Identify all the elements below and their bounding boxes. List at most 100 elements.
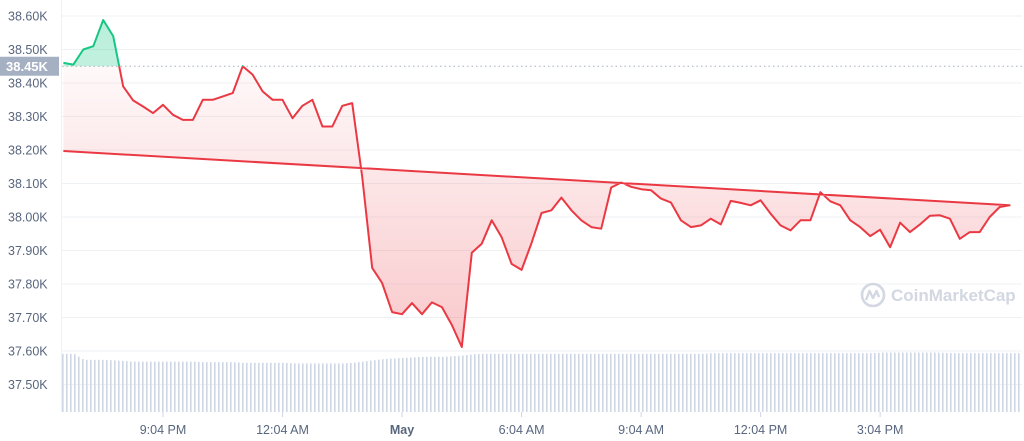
volume-bar [558,353,560,412]
volume-bar [626,353,628,412]
baseline-badge-label: 38.45K [6,59,49,74]
volume-bar [150,361,152,412]
volume-bar [178,361,180,412]
volume-bar [482,353,484,412]
volume-bar [286,363,288,412]
volume-bar [86,359,88,412]
volume-bar [686,353,688,412]
volume-bar [778,353,780,412]
volume-bar [102,359,104,412]
volume-bar [246,362,248,412]
volume-bar [502,353,504,412]
volume-bar [66,353,68,412]
volume-bar [250,362,252,412]
volume-bar [322,363,324,412]
volume-bar [158,361,160,412]
watermark-text: CoinMarketCap [891,286,1016,305]
x-axis-ticks: 9:04 PM 12:04 AM May 6:04 AM 9:04 AM 12:04 PM… [140,412,903,437]
volume-bar [82,359,84,412]
volume-bar [490,353,492,412]
volume-bar [318,363,320,412]
volume-bar [754,353,756,412]
volume-bar [226,362,228,412]
volume-bar [122,360,124,412]
volume-bar [198,361,200,412]
volume-bar [414,357,416,412]
volume-bar [994,353,996,412]
volume-bar [966,353,968,412]
volume-bar [806,353,808,412]
volume-bar [458,355,460,412]
volume-bar [538,353,540,412]
volume-bar [990,353,992,412]
volume-bar [302,363,304,412]
volume-bar [922,352,924,412]
volume-bars [62,352,1020,412]
volume-bar [238,362,240,412]
volume-bar [206,362,208,412]
volume-bar [486,353,488,412]
x-tick-label: 6:04 AM [499,423,545,437]
volume-bar [854,353,856,412]
volume-bar [642,353,644,412]
volume-bar [398,358,400,412]
volume-bar [670,353,672,412]
volume-bar [526,353,528,412]
volume-bar [154,361,156,412]
volume-bar [546,353,548,412]
volume-bar [462,355,464,412]
volume-bar [402,358,404,412]
volume-bar [842,353,844,412]
volume-bar [118,360,120,412]
volume-bar [802,353,804,412]
y-tick-label: 38.30K [8,110,48,124]
volume-bar [750,353,752,412]
volume-bar [874,352,876,412]
volume-bar [242,362,244,412]
volume-bar [894,352,896,412]
volume-bar [426,356,428,412]
volume-bar [650,353,652,412]
volume-bar [114,360,116,412]
volume-bar [346,363,348,412]
volume-bar [430,356,432,412]
volume-bar [214,362,216,412]
volume-bar [330,363,332,412]
y-axis-ticks: 38.60K 38.50K 38.40K 38.30K 38.20K 38.10K 38.0… [8,10,48,393]
volume-bar [938,352,940,412]
y-tick-label: 37.70K [8,311,48,325]
volume-bar [386,358,388,412]
volume-bar [982,353,984,412]
volume-bar [846,353,848,412]
volume-bar [378,359,380,412]
volume-bar [898,352,900,412]
volume-bar [978,353,980,412]
volume-bar [958,353,960,412]
volume-bar [914,352,916,412]
volume-bar [374,360,376,412]
volume-bar [786,353,788,412]
volume-bar [646,353,648,412]
volume-bar [186,361,188,412]
volume-bar [926,352,928,412]
volume-bar [722,353,724,412]
volume-bar [94,359,96,412]
volume-bar [70,353,72,412]
volume-bar [766,353,768,412]
x-tick-label: 9:04 PM [140,423,187,437]
volume-bar [602,353,604,412]
volume-bar [866,353,868,412]
volume-bar [182,361,184,412]
volume-bar [614,353,616,412]
volume-bar [794,353,796,412]
volume-bar [890,352,892,412]
volume-bar [726,353,728,412]
y-tick-label: 38.10K [8,177,48,191]
volume-bar [362,361,364,412]
volume-bar [682,353,684,412]
volume-bar [618,353,620,412]
volume-bar [910,352,912,412]
volume-bar [634,353,636,412]
volume-bar [826,353,828,412]
